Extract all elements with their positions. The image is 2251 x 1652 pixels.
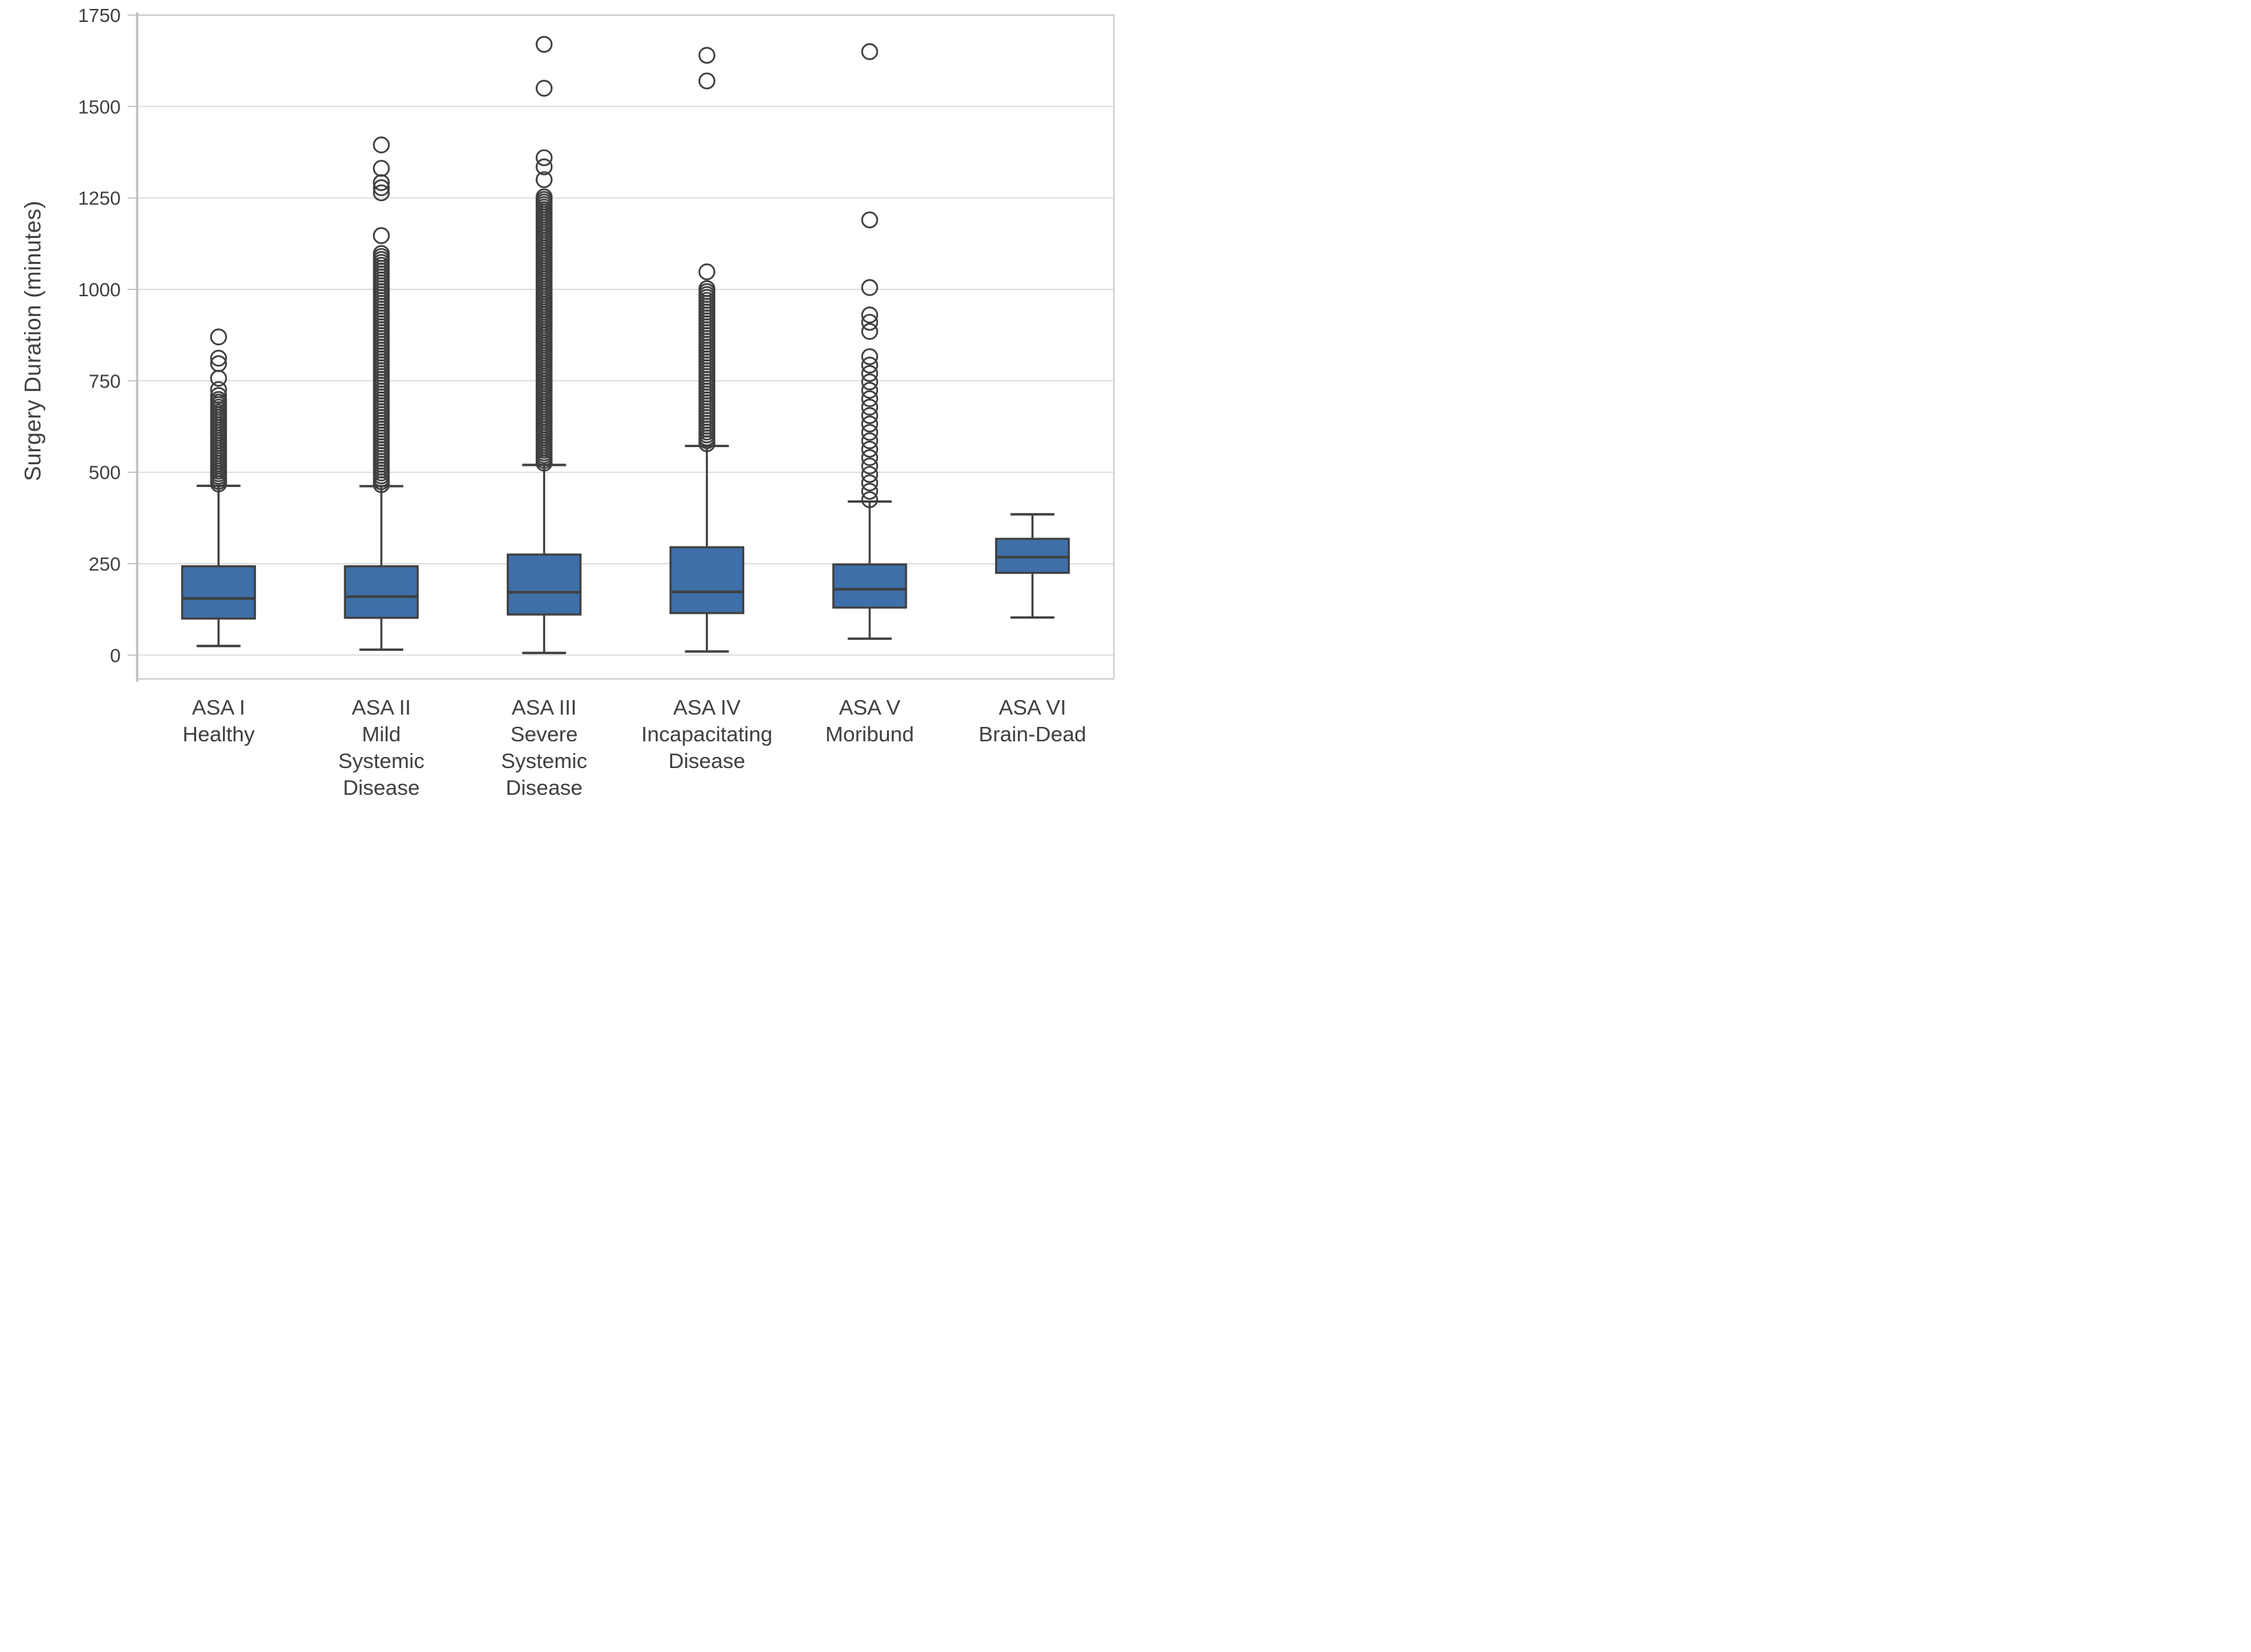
y-tick-label: 1750: [78, 5, 121, 26]
x-category-label: ASA III Severe Systemic Disease: [501, 695, 587, 800]
outlier-point: [861, 365, 879, 382]
box-group-6: ASA VI Brain-Dead: [979, 513, 1086, 746]
outlier-point: [861, 457, 879, 475]
iqr-box: [832, 563, 907, 609]
boxplot-canvas: 0 250 500 750 1000 1250 1500 1750 ASA I Healthy AS…: [78, 5, 1115, 800]
iqr-box: [344, 565, 419, 619]
y-tick-label: 1000: [78, 279, 121, 300]
x-category-label: ASA VI Brain-Dead: [979, 695, 1086, 746]
outlier-point: [861, 43, 879, 60]
outlier-point: [861, 483, 879, 500]
outlier-point: [861, 211, 879, 228]
outlier-point: [861, 449, 879, 466]
y-tick-label: 1250: [78, 188, 121, 209]
outlier-point: [861, 466, 879, 483]
outlier-point: [536, 188, 553, 206]
outlier-point: [861, 407, 879, 424]
outlier-point: [210, 328, 227, 346]
x-category-label: ASA I Healthy: [182, 695, 255, 746]
outlier-point: [536, 149, 553, 167]
outlier-point: [861, 381, 879, 399]
outlier-point: [861, 424, 879, 441]
iqr-box: [506, 553, 582, 616]
outlier-point: [861, 307, 879, 324]
outlier-point: [210, 349, 227, 367]
x-category-label: ASA IV Incapacitating Disease: [641, 695, 772, 773]
iqr-box: [669, 546, 745, 614]
outlier-point: [861, 432, 879, 450]
outlier-point: [210, 387, 227, 404]
y-tick-label: 500: [88, 462, 121, 483]
outlier-point: [536, 158, 553, 176]
outlier-point: [698, 280, 715, 298]
y-tick-label: 250: [88, 553, 121, 575]
box-group-4: ASA IV Incapacitating Disease: [641, 47, 772, 773]
box-group-2: ASA II Mild Systemic Disease: [338, 136, 425, 800]
outlier-point: [861, 323, 879, 340]
boxplot-figure: Surgery Duration (minutes) 0 250 500 750 100…: [0, 0, 1126, 826]
outlier-point: [372, 136, 390, 154]
outlier-point: [372, 184, 390, 202]
box-group-1: ASA I Healthy: [181, 328, 257, 746]
outlier-point: [536, 171, 553, 189]
box-group-5: ASA V Moribund: [825, 43, 914, 746]
outlier-point: [210, 370, 227, 387]
box-group-3: ASA III Severe Systemic Disease: [501, 36, 587, 800]
plot-frame: [136, 14, 1115, 680]
x-category-label: ASA V Moribund: [825, 695, 914, 746]
x-category-label: ASA II Mild Systemic Disease: [338, 695, 425, 800]
outlier-point: [536, 80, 553, 97]
outlier-point: [210, 381, 227, 398]
outlier-point: [861, 357, 879, 374]
outlier-point: [861, 313, 879, 331]
outlier-point: [210, 355, 227, 372]
y-tick-label: 750: [88, 370, 121, 392]
outlier-point: [861, 415, 879, 433]
outlier-point: [372, 245, 390, 263]
outlier-point: [861, 373, 879, 391]
outlier-point: [861, 398, 879, 416]
outlier-point: [861, 348, 879, 366]
outlier-point: [372, 179, 390, 197]
outlier-point: [698, 72, 715, 90]
outlier-point: [861, 279, 879, 296]
outlier-point: [861, 491, 879, 508]
outlier-point: [536, 36, 553, 53]
outlier-point: [698, 263, 715, 280]
y-tick-label: 0: [110, 645, 121, 666]
outlier-point: [861, 390, 879, 407]
iqr-box: [181, 565, 257, 620]
outlier-point: [861, 440, 879, 458]
outlier-point: [372, 160, 390, 177]
y-tick-label: 1500: [78, 96, 121, 117]
outlier-point: [372, 227, 390, 244]
outlier-point: [210, 391, 227, 408]
outlier-point: [861, 474, 879, 492]
outlier-point: [698, 47, 715, 64]
